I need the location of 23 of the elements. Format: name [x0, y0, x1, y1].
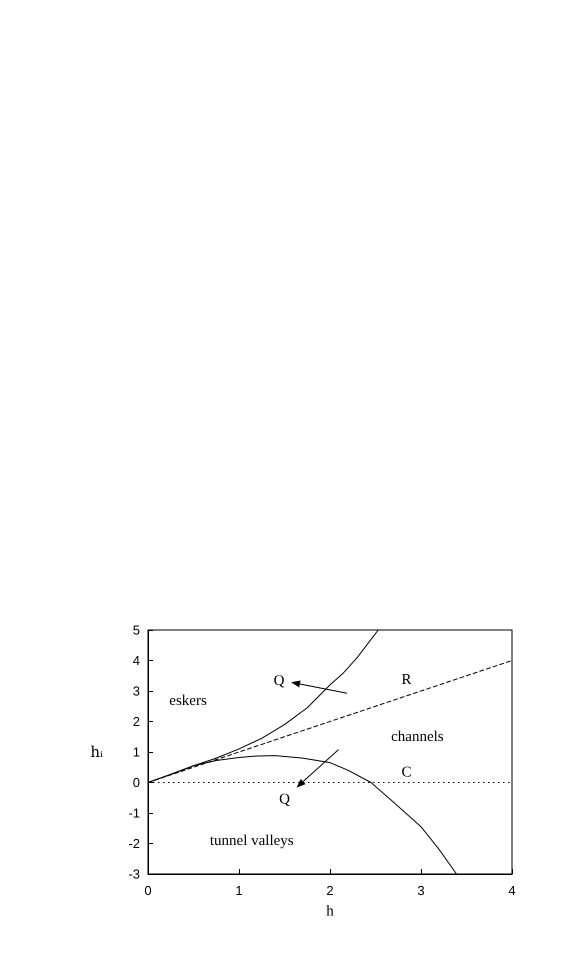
annotation: Q [274, 673, 285, 690]
y-tick-label: 2 [132, 714, 140, 729]
y-tick-label: 4 [132, 653, 140, 668]
series-label: R [401, 672, 412, 688]
y-axis-title: hᵢ [90, 743, 103, 761]
x-tick-label: 2 [326, 883, 334, 898]
x-tick-label: 1 [235, 883, 243, 898]
y-tick-label: 1 [132, 744, 140, 760]
y-tick-label: -3 [128, 866, 140, 882]
y-tick-label: 3 [132, 684, 140, 698]
y-tick-label: -2 [128, 836, 140, 851]
ref-line-label: C [401, 764, 412, 780]
y-tick-label: -1 [128, 806, 140, 820]
y-tick-label: 0 [132, 775, 140, 790]
annotation: channels [391, 728, 444, 745]
x-axis-title: h [326, 904, 334, 920]
x-tick-label: 4 [508, 883, 516, 898]
x-tick-label: 0 [144, 883, 152, 898]
annotation: eskers [169, 692, 207, 709]
x-tick-label: 3 [417, 883, 425, 898]
annotation: tunnel valleys [210, 833, 294, 850]
annotation: Q [279, 792, 290, 808]
y-tick-label: 5 [132, 622, 140, 638]
